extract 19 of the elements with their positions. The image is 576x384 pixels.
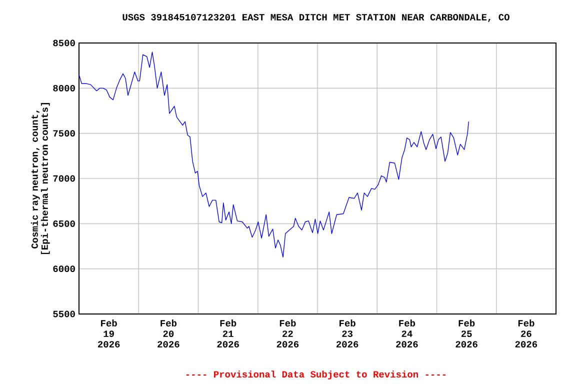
x-tick-label: Feb 25 2026 [456,320,478,348]
y-tick-label: 8500 [53,40,75,46]
y-tick-label: 8000 [53,84,75,92]
y-tick-label: 7500 [53,130,75,137]
x-tick-label: Feb 22 2026 [276,320,299,348]
x-tick-label: Feb 23 2026 [336,320,358,348]
y-axis-title: Cosmic ray neutron, count, [Epi-thermal neutron counts] [30,102,50,254]
y-tick-label: 6500 [53,220,75,227]
text: ---- Provisional Data Subject to Revision ---- [186,370,446,380]
x-tick-label: Feb 19 2026 [98,320,120,348]
y-tick-label: 5500 [53,310,75,318]
x-tick-label: Feb 21 2026 [217,320,239,348]
chart-title: USGS 391845107123201 EAST MESA DITCH MET STATION NEAR CARBONDALE, CO [122,14,510,22]
y-tick-label: 7000 [53,175,75,182]
y-tick-label: 6000 [53,266,75,272]
x-tick-label: Feb 20 2026 [158,320,180,348]
x-tick-label: Feb 24 2026 [396,320,418,348]
line-series [79,52,469,258]
x-tick-label: Feb 26 2026 [515,320,538,348]
